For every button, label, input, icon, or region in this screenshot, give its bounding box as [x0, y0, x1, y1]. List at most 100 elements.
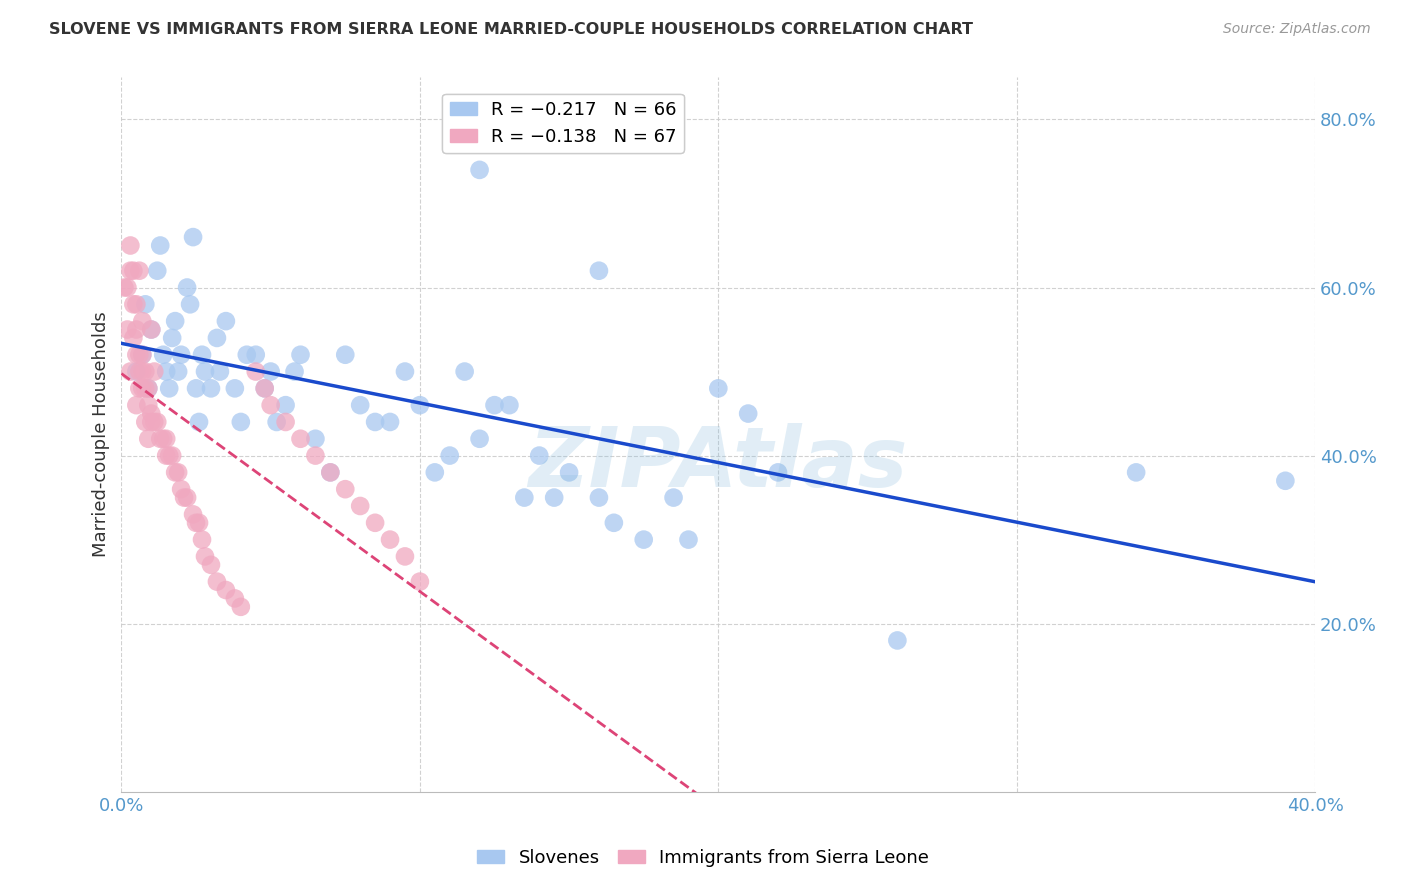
- Point: [155, 449, 177, 463]
- Text: ZIPAtlas: ZIPAtlas: [529, 423, 908, 504]
- Point: [245, 365, 267, 379]
- Point: [319, 466, 342, 480]
- Legend: Slovenes, Immigrants from Sierra Leone: Slovenes, Immigrants from Sierra Leone: [470, 842, 936, 874]
- Point: [191, 348, 214, 362]
- Point: [439, 449, 461, 463]
- Point: [120, 238, 142, 252]
- Point: [149, 432, 172, 446]
- Point: [737, 407, 759, 421]
- Point: [184, 381, 207, 395]
- Point: [136, 432, 159, 446]
- Point: [290, 432, 312, 446]
- Text: Source: ZipAtlas.com: Source: ZipAtlas.com: [1223, 22, 1371, 37]
- Point: [543, 491, 565, 505]
- Point: [588, 491, 610, 505]
- Point: [205, 331, 228, 345]
- Point: [188, 415, 211, 429]
- Point: [131, 348, 153, 362]
- Point: [349, 499, 371, 513]
- Point: [134, 415, 156, 429]
- Point: [181, 230, 204, 244]
- Point: [205, 574, 228, 589]
- Point: [167, 466, 190, 480]
- Point: [558, 466, 581, 480]
- Point: [335, 348, 357, 362]
- Point: [155, 432, 177, 446]
- Point: [378, 533, 401, 547]
- Point: [707, 381, 730, 395]
- Point: [633, 533, 655, 547]
- Point: [304, 432, 326, 446]
- Point: [128, 381, 150, 395]
- Point: [181, 508, 204, 522]
- Point: [143, 365, 166, 379]
- Point: [229, 599, 252, 614]
- Point: [122, 331, 145, 345]
- Point: [125, 398, 148, 412]
- Point: [364, 415, 387, 429]
- Point: [253, 381, 276, 395]
- Point: [603, 516, 626, 530]
- Point: [122, 263, 145, 277]
- Point: [120, 365, 142, 379]
- Point: [513, 491, 536, 505]
- Point: [128, 348, 150, 362]
- Point: [125, 297, 148, 311]
- Point: [125, 365, 148, 379]
- Point: [188, 516, 211, 530]
- Point: [453, 365, 475, 379]
- Point: [117, 280, 139, 294]
- Point: [194, 365, 217, 379]
- Point: [1125, 466, 1147, 480]
- Y-axis label: Married-couple Households: Married-couple Households: [93, 311, 110, 558]
- Text: SLOVENE VS IMMIGRANTS FROM SIERRA LEONE MARRIED-COUPLE HOUSEHOLDS CORRELATION CH: SLOVENE VS IMMIGRANTS FROM SIERRA LEONE …: [49, 22, 973, 37]
- Point: [167, 365, 190, 379]
- Point: [678, 533, 700, 547]
- Point: [179, 297, 201, 311]
- Point: [378, 415, 401, 429]
- Point: [529, 449, 551, 463]
- Point: [134, 297, 156, 311]
- Point: [176, 491, 198, 505]
- Point: [886, 633, 908, 648]
- Point: [155, 365, 177, 379]
- Legend: R = −0.217   N = 66, R = −0.138   N = 67: R = −0.217 N = 66, R = −0.138 N = 67: [443, 94, 683, 153]
- Point: [136, 381, 159, 395]
- Point: [274, 415, 297, 429]
- Point: [176, 280, 198, 294]
- Point: [141, 322, 163, 336]
- Point: [208, 365, 231, 379]
- Point: [141, 322, 163, 336]
- Point: [160, 449, 183, 463]
- Point: [160, 331, 183, 345]
- Point: [112, 280, 135, 294]
- Point: [125, 322, 148, 336]
- Point: [364, 516, 387, 530]
- Point: [141, 407, 163, 421]
- Point: [134, 381, 156, 395]
- Point: [319, 466, 342, 480]
- Point: [152, 348, 174, 362]
- Point: [662, 491, 685, 505]
- Point: [143, 415, 166, 429]
- Point: [165, 466, 187, 480]
- Point: [131, 348, 153, 362]
- Point: [335, 482, 357, 496]
- Point: [173, 491, 195, 505]
- Point: [274, 398, 297, 412]
- Point: [125, 348, 148, 362]
- Point: [766, 466, 789, 480]
- Point: [194, 549, 217, 564]
- Point: [260, 398, 283, 412]
- Point: [236, 348, 259, 362]
- Point: [423, 466, 446, 480]
- Point: [149, 238, 172, 252]
- Point: [152, 432, 174, 446]
- Point: [266, 415, 288, 429]
- Point: [1274, 474, 1296, 488]
- Point: [120, 263, 142, 277]
- Point: [131, 314, 153, 328]
- Point: [131, 365, 153, 379]
- Point: [141, 415, 163, 429]
- Point: [468, 432, 491, 446]
